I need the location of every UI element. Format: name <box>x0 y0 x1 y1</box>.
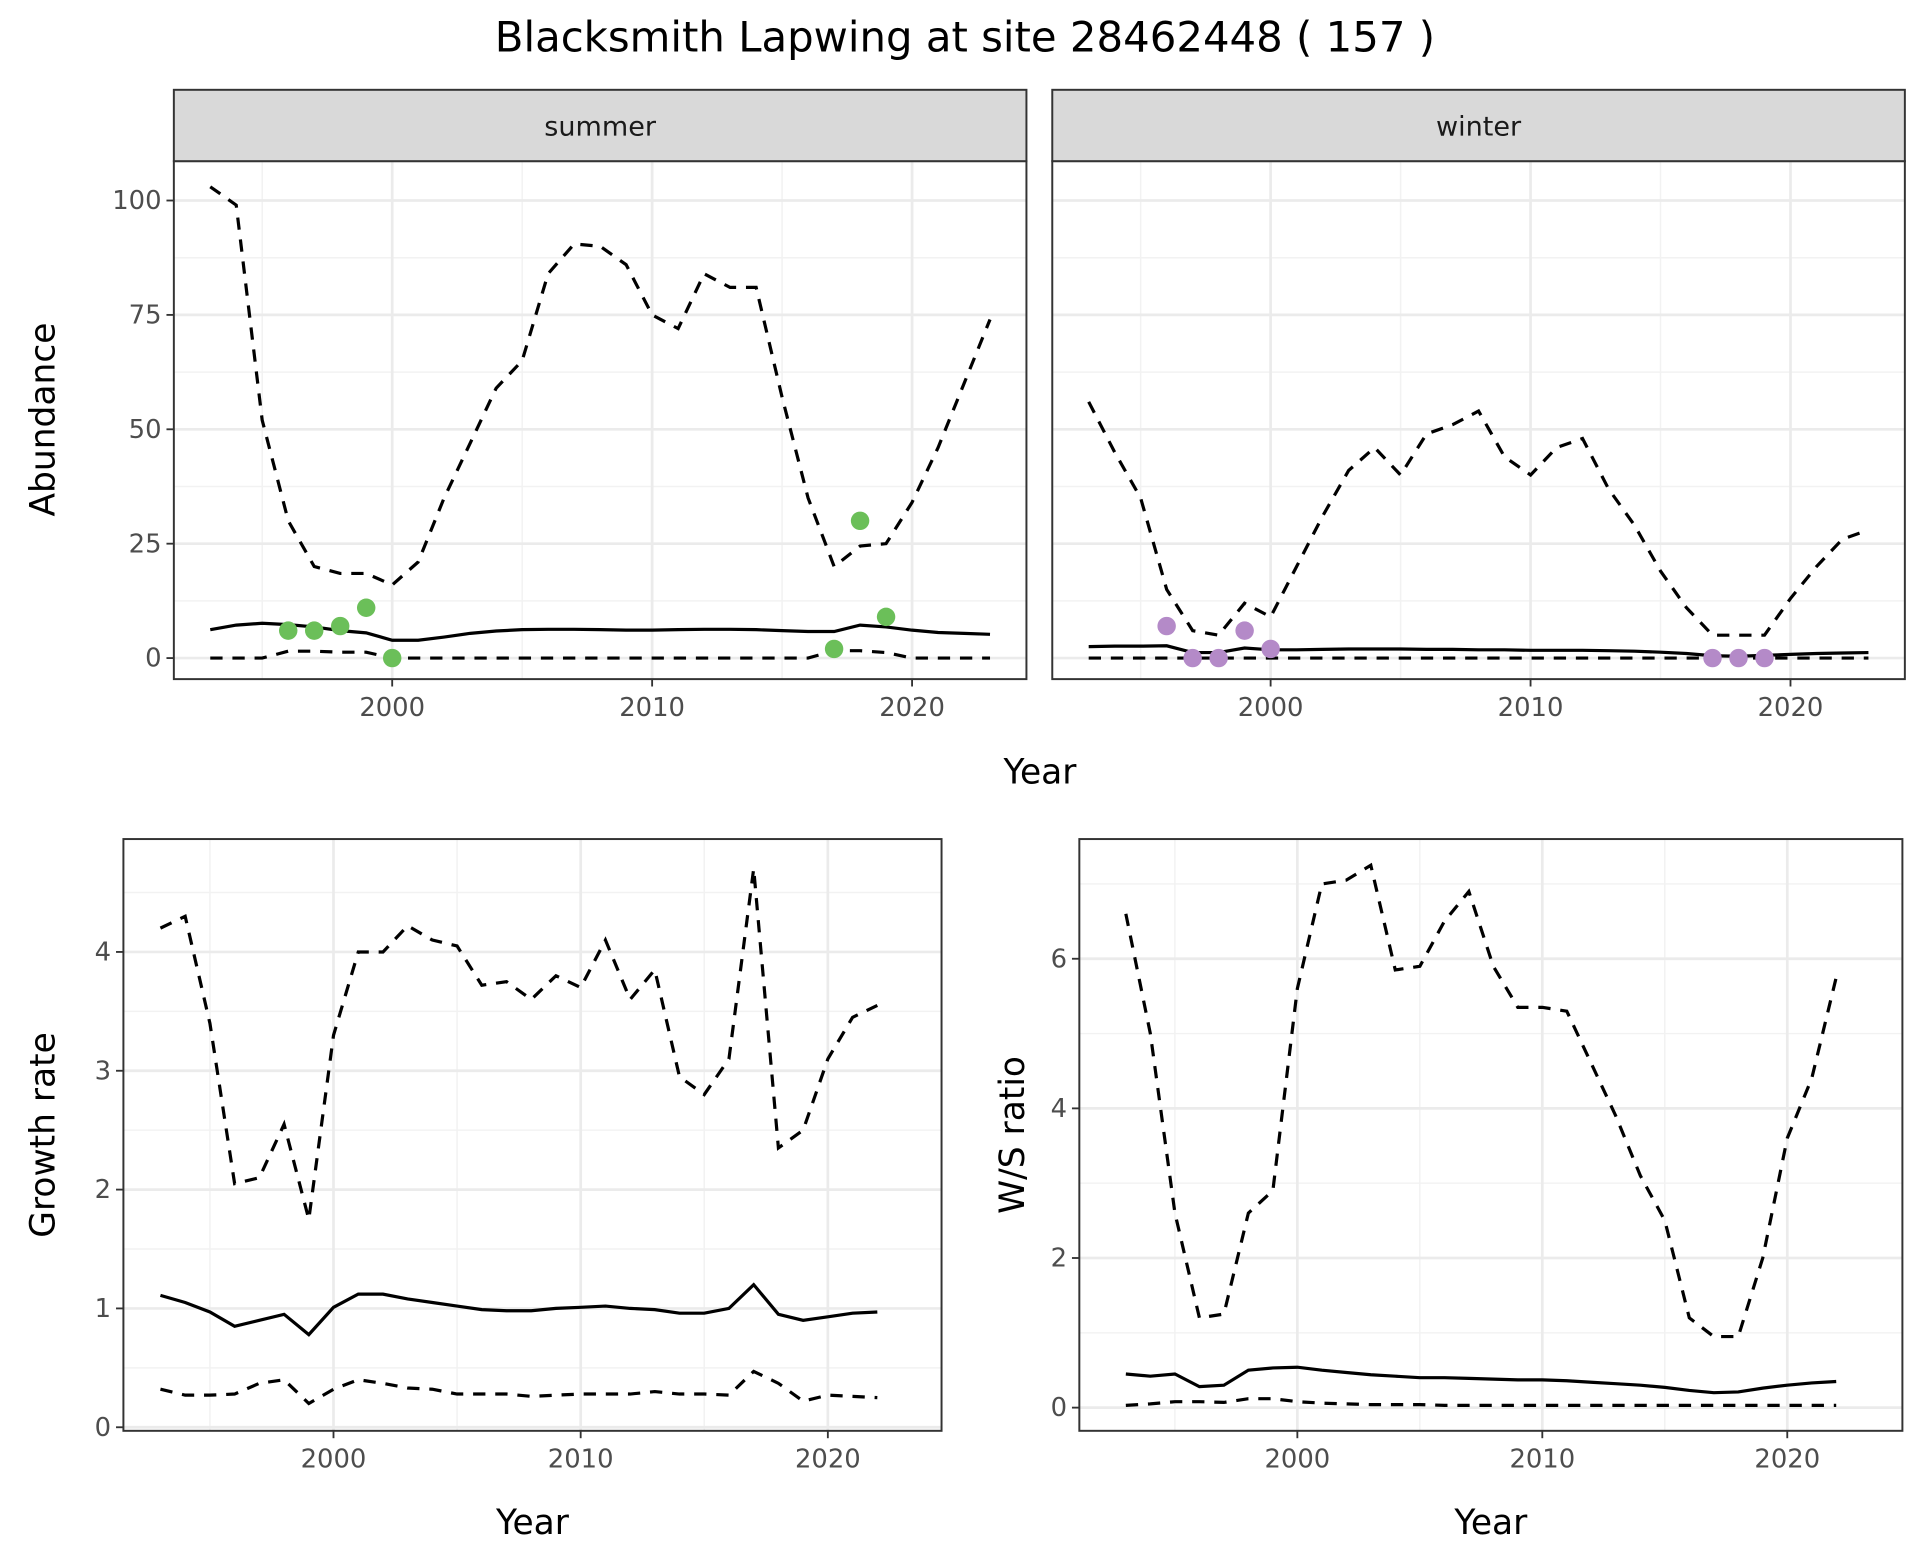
y-axis-title: Growth rate <box>24 1032 64 1238</box>
y-axis-title: Abundance <box>24 323 64 517</box>
facet-label: winter <box>1436 111 1522 142</box>
x-axis-title: Year <box>495 1503 570 1543</box>
x-tick-label: 2000 <box>1238 693 1304 723</box>
series-line-estimate <box>159 1282 878 1337</box>
y-tick-label: 2 <box>95 1175 111 1205</box>
data-point <box>1755 648 1774 668</box>
data-point <box>1157 616 1176 636</box>
panel-border <box>122 838 943 1432</box>
y-tick-label: 75 <box>129 301 162 331</box>
data-point <box>1235 621 1254 640</box>
panel-border <box>1078 838 1904 1432</box>
x-tick-label: 2010 <box>1509 1445 1575 1475</box>
data-point <box>304 621 324 640</box>
data-point <box>278 621 298 640</box>
y-tick-label: 0 <box>1051 1393 1067 1423</box>
chart-title: Blacksmith Lapwing at site 28462448 ( 15… <box>495 13 1435 62</box>
x-tick-label: 2000 <box>359 693 425 723</box>
y-tick-label: 50 <box>129 415 162 445</box>
x-tick-label: 2020 <box>879 693 945 723</box>
series-line-upper <box>159 868 879 1220</box>
series-line-estimate <box>209 621 991 642</box>
data-point <box>1209 648 1228 668</box>
y-tick-label: 25 <box>129 529 162 559</box>
series-line-lower <box>160 1369 878 1406</box>
facet-label: summer <box>544 111 657 142</box>
data-point <box>1183 648 1202 668</box>
x-tick-label: 2010 <box>619 693 685 723</box>
series-line-lower <box>1125 1397 1837 1407</box>
panel-growth-rate: 2000 2010 2020 0 1 2 3 4 Growth rate Year <box>24 838 943 1543</box>
series-line-lower <box>210 649 991 660</box>
y-tick-label: 3 <box>95 1056 111 1086</box>
y-tick-label: 1 <box>95 1294 111 1324</box>
y-tick-label: 100 <box>112 186 161 216</box>
data-point <box>1261 639 1280 659</box>
x-tick-label: 2020 <box>1754 1445 1820 1475</box>
x-tick-label: 2020 <box>1758 693 1824 723</box>
y-tick-label: 0 <box>95 1413 111 1443</box>
data-point <box>850 511 870 531</box>
x-tick-label: 2000 <box>301 1445 367 1475</box>
facet-strip <box>172 88 1028 163</box>
data-point <box>356 598 376 617</box>
x-tick-label: 2020 <box>795 1445 861 1475</box>
data-point <box>1729 648 1748 668</box>
y-tick-label: 0 <box>145 644 161 674</box>
series-line-estimate <box>1088 644 1869 658</box>
panel-w-s-ratio: 2000 2010 2020 0 2 4 6 W/S ratio Year <box>993 838 1904 1543</box>
panel-summer: 2000 2010 2020 0 25 50 75 100 summer Abundance Yea… <box>24 88 1078 793</box>
data-point <box>330 616 350 636</box>
facet-strip <box>1051 88 1906 163</box>
data-point <box>1703 648 1722 668</box>
x-tick-label: 2010 <box>1498 693 1564 723</box>
data-point <box>824 639 844 659</box>
data-point <box>382 648 402 668</box>
x-axis-title: Year <box>1453 1503 1528 1543</box>
y-tick-label: 4 <box>1051 1094 1067 1124</box>
y-tick-label: 6 <box>1051 944 1067 974</box>
y-tick-label: 2 <box>1051 1244 1067 1274</box>
x-axis-title: Year <box>1003 753 1078 793</box>
x-tick-label: 2010 <box>548 1445 614 1475</box>
y-tick-label: 4 <box>95 938 111 968</box>
series-line-estimate <box>1125 1365 1837 1395</box>
series-line-upper <box>209 185 992 587</box>
x-tick-label: 2000 <box>1264 1445 1330 1475</box>
panel-winter: 2000 2010 2020 winter <box>1051 88 1906 723</box>
data-point <box>876 607 896 627</box>
series-line-upper <box>1087 401 1869 637</box>
series-line-upper <box>1124 862 1838 1339</box>
y-axis-title: W/S ratio <box>993 1056 1033 1214</box>
